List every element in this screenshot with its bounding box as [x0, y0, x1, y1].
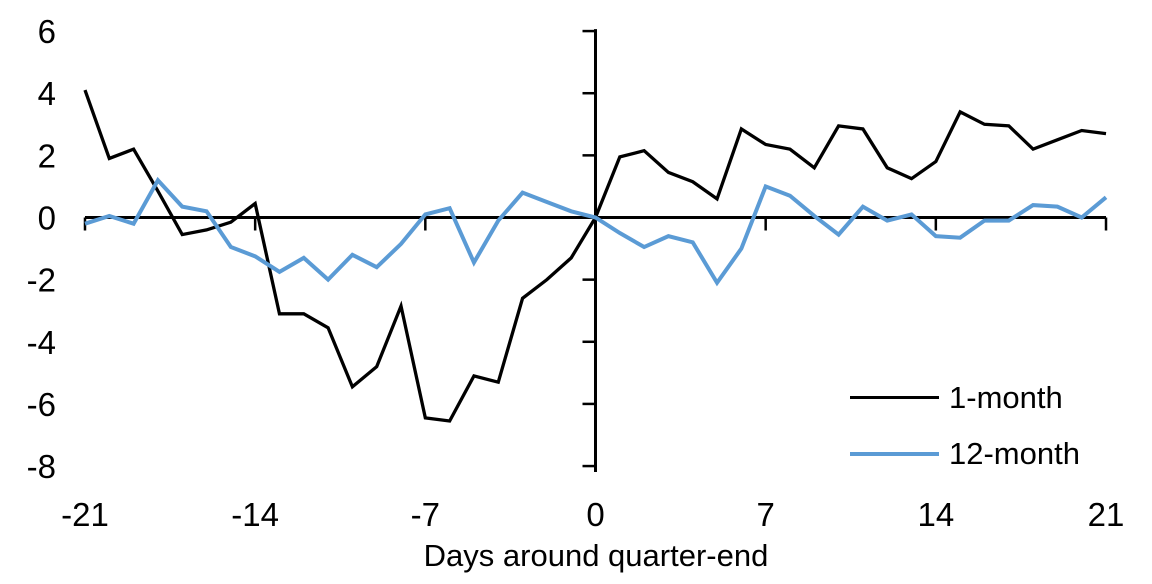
y-tick-label: -2: [27, 262, 56, 299]
x-tick-label: 21: [1088, 496, 1125, 533]
x-axis-title: Days around quarter-end: [423, 538, 769, 573]
x-tick-label: 7: [756, 496, 774, 533]
series-12-month-line: [84, 176, 1108, 287]
legend: 1-month 12-month: [850, 380, 1080, 471]
legend-item-12-month: 12-month: [850, 436, 1080, 471]
legend-swatch-12-month-line: [850, 451, 939, 456]
y-tick-label: -6: [27, 386, 56, 423]
x-tick-label: 0: [586, 496, 604, 533]
legend-label-1-month: 1-month: [949, 379, 1063, 415]
legend-item-1-month: 1-month: [850, 380, 1080, 415]
legend-label-12-month: 12-month: [949, 435, 1080, 471]
y-tick-label: 0: [38, 200, 56, 237]
y-tick-label: 2: [38, 137, 56, 174]
y-tick-label: 6: [38, 13, 56, 50]
x-tick-label: -14: [231, 496, 279, 533]
legend-swatch-1-month-line: [850, 396, 939, 399]
x-tick-label: -21: [61, 496, 109, 533]
y-tick-label: 4: [38, 75, 56, 112]
y-tick-label: -8: [27, 448, 56, 485]
x-tick-label: 14: [917, 496, 954, 533]
x-tick-label: -7: [411, 496, 440, 533]
y-tick-label: -4: [27, 324, 56, 361]
